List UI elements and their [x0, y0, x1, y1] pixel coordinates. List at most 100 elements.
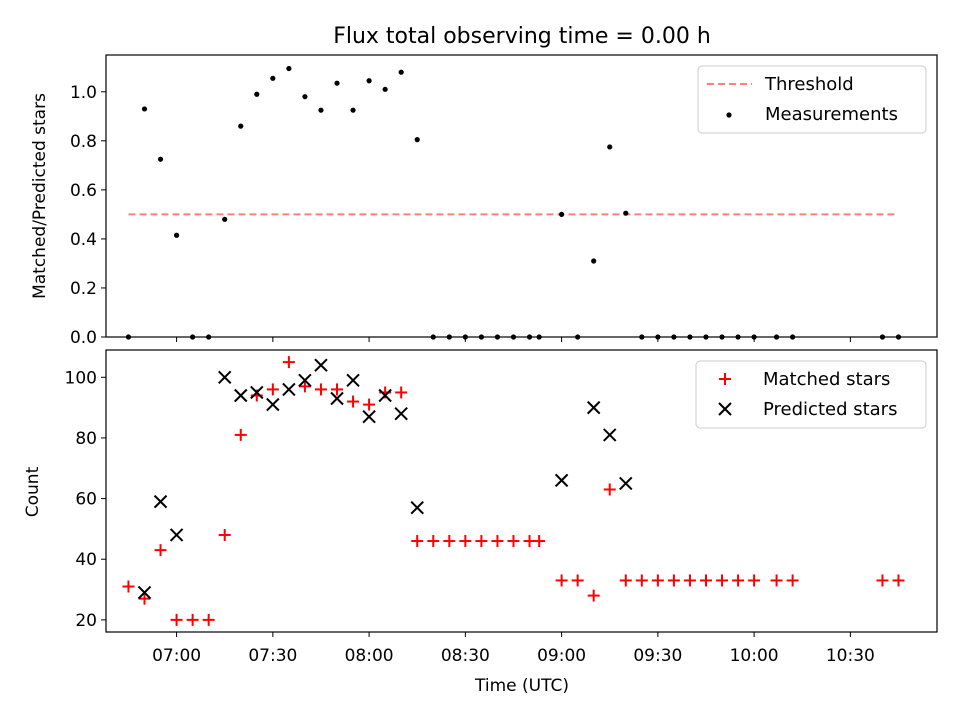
measurement-point	[350, 107, 356, 113]
flux-ratio-plot: 0.0 0.2 0.4 0.6 0.8 1.0 Matched/Predicted sta…	[30, 54, 938, 348]
y-tick-label: 40	[75, 550, 97, 570]
matched-star-point	[138, 592, 151, 605]
measurement-point	[790, 334, 796, 340]
predicted-star-point	[378, 388, 392, 403]
measurement-point	[446, 334, 452, 340]
matched-star-point	[507, 535, 520, 548]
measurement-point	[302, 94, 308, 100]
predicted-star-point	[250, 385, 264, 400]
x-tick-label: 07:30	[248, 646, 297, 666]
legend-predicted-swatch	[718, 402, 732, 416]
predicted-star-point	[153, 494, 168, 509]
predicted-star-point	[298, 373, 312, 388]
matched-star-point	[218, 528, 231, 541]
predicted-star-point	[330, 391, 344, 406]
measurement-point	[334, 80, 340, 86]
x-tick-label: 08:30	[441, 646, 490, 666]
measurement-point	[591, 258, 597, 264]
matched-star-point	[475, 535, 488, 548]
measurement-point	[125, 334, 132, 340]
matched-star-point	[683, 574, 696, 587]
matched-star-point	[459, 535, 472, 548]
y-tick-label: 0.8	[70, 132, 97, 152]
y-tick-label: 100	[65, 368, 97, 388]
measurement-point	[206, 334, 212, 340]
predicted-star-point	[218, 370, 232, 384]
measurement-point	[895, 334, 902, 340]
predicted-star-point	[554, 473, 569, 488]
matched-star-point	[314, 383, 327, 396]
y-tick-label: 0.2	[70, 279, 97, 299]
measurement-point	[254, 91, 260, 97]
measurement-point	[671, 334, 677, 340]
matched-star-point	[555, 574, 568, 587]
matched-star-point	[411, 535, 424, 548]
predicted-star-point	[619, 476, 633, 491]
x-tick-label: 10:30	[826, 646, 875, 666]
legend-frame	[695, 360, 927, 429]
predicted-star-point	[410, 500, 424, 515]
predicted-star-point	[362, 410, 376, 424]
matched-star-point	[266, 383, 279, 396]
measurement-point	[173, 232, 180, 238]
chart-title: Flux total observing time = 0.00 h	[333, 24, 711, 49]
measurement-point	[526, 334, 533, 340]
measurement-point	[703, 334, 709, 340]
measurement-point	[494, 334, 501, 340]
star-count-plot: 20 40 60 80 100 07:00 07:30 08:00 08:30 09:00 09:…	[23, 349, 938, 696]
x-tick-label: 08:00	[345, 646, 394, 666]
star-count-xlabel: Time (UTC)	[474, 676, 569, 696]
flux-ratio-x-ticks	[176, 337, 851, 342]
flux-ratio-ylabel: Matched/Predicted stars	[30, 93, 50, 299]
predicted-star-point	[346, 373, 360, 388]
predicted-star-point	[586, 400, 601, 415]
legend-matched-label: Matched stars	[763, 369, 890, 390]
matched-star-point	[786, 574, 799, 587]
predicted-star-point	[169, 528, 184, 542]
measurement-point	[478, 334, 484, 340]
measurement-point	[510, 334, 517, 340]
measurement-point	[575, 334, 581, 340]
measurement-point	[157, 156, 164, 162]
measurement-point	[623, 210, 629, 216]
measurement-point	[735, 334, 741, 340]
measurement-point	[414, 137, 420, 143]
predicted-star-point	[314, 358, 328, 372]
flux-ratio-y-ticks: 0.0 0.2 0.4 0.6 0.8 1.0	[70, 83, 106, 348]
matched-star-point	[186, 613, 199, 626]
predicted-star-point	[234, 388, 248, 403]
matched-star-point	[587, 589, 600, 602]
matched-star-point	[571, 574, 584, 587]
measurement-point	[190, 334, 196, 340]
measurement-point	[773, 334, 780, 340]
matched-star-point	[491, 535, 504, 548]
predicted-star-point	[603, 428, 617, 442]
x-tick-label: 09:00	[537, 646, 586, 666]
measurement-point	[687, 334, 693, 340]
measurement-point	[382, 86, 388, 92]
legend-measurements-label: Measurements	[765, 104, 898, 125]
matched-star-point	[395, 386, 408, 399]
x-tick-label: 09:30	[633, 646, 682, 666]
measurement-point	[639, 334, 645, 340]
matched-star-point	[748, 574, 761, 587]
matched-star-point	[363, 398, 376, 411]
legend-measurements-swatch	[726, 112, 732, 118]
legend-threshold-label: Threshold	[764, 74, 854, 95]
y-tick-label: 0.4	[70, 230, 97, 250]
measurement-point	[430, 334, 436, 340]
matched-star-point	[651, 574, 664, 587]
y-tick-label: 1.0	[70, 83, 97, 103]
y-tick-label: 0.0	[70, 328, 97, 348]
x-tick-label: 10:00	[730, 646, 779, 666]
y-tick-label: 0.6	[70, 181, 97, 201]
star-count-legend: Matched stars Predicted stars	[695, 360, 927, 429]
measurement-point	[270, 75, 276, 81]
matched-star-point	[876, 574, 889, 587]
matched-star-point	[170, 613, 183, 626]
flux-ratio-legend: Threshold Measurements	[697, 65, 927, 134]
y-tick-label: 60	[75, 490, 97, 510]
matched-star-point	[699, 574, 712, 587]
matched-star-point	[347, 395, 360, 408]
